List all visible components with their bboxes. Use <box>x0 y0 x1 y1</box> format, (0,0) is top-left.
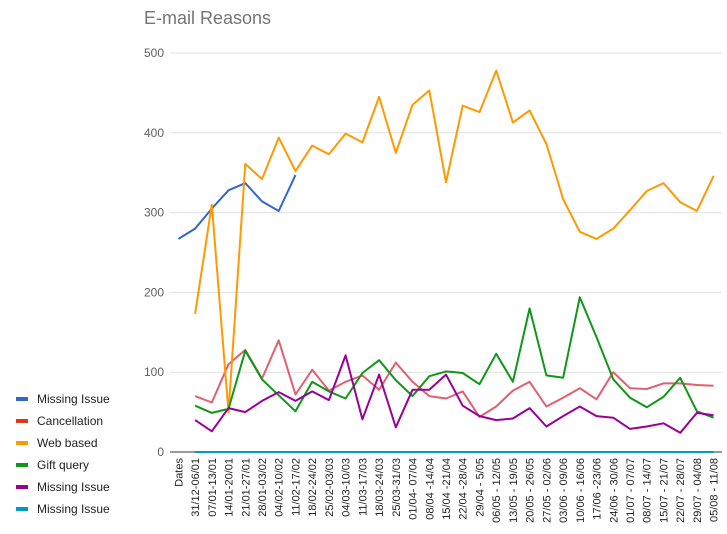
x-tick-label: Dates <box>173 458 185 487</box>
gridlines <box>170 52 722 453</box>
x-tick-label: 25/02-03/03 <box>324 458 336 517</box>
x-tick-label: 04/02-10/02 <box>274 458 286 517</box>
y-tick-label: 500 <box>144 46 164 60</box>
series-line-3 <box>194 296 714 419</box>
x-tick-label: 14/01-20/01 <box>224 458 236 517</box>
x-tick-label: 21/01-27/01 <box>240 458 252 517</box>
legend-label: Cancellation <box>37 414 103 428</box>
x-tick-label: 01/04- 07/04 <box>408 458 420 520</box>
x-axis-ticks: Dates 31/12-06/01 07/01-13/01 14/01-20/01 21… <box>173 458 720 523</box>
x-tick-label: 03/06 - 09/06 <box>558 458 570 523</box>
y-tick-label: 100 <box>144 365 164 379</box>
x-tick-label: 15/04 -21/04 <box>441 458 453 520</box>
legend-label: Web based <box>37 436 98 450</box>
x-tick-label: 29/07 - 04/08 <box>692 458 704 523</box>
legend-label: Gift query <box>37 458 89 472</box>
legend: Missing Issue Cancellation Web based Gift q… <box>16 392 110 516</box>
legend-label: Missing Issue <box>37 392 110 406</box>
x-tick-label: 22/07 - 28/07 <box>675 458 687 523</box>
x-tick-label: 06/05 - 12/05 <box>491 458 503 523</box>
x-tick-label: 31/12-06/01 <box>190 458 202 517</box>
x-tick-label: 18/02-24/02 <box>307 458 319 517</box>
series-line-0 <box>177 174 297 240</box>
x-tick-label: 22/04 -28/04 <box>458 458 470 520</box>
series-line-1 <box>194 339 714 418</box>
x-tick-label: 05/08 - 11/08 <box>709 458 721 522</box>
x-tick-label: 18/03-24/03 <box>374 458 386 517</box>
x-tick-label: 28/01-03/02 <box>257 458 269 517</box>
x-tick-label: 04/03-10/03 <box>341 458 353 517</box>
x-tick-label: 11/02-17/02 <box>290 458 302 516</box>
x-tick-label: 20/05 - 26/05 <box>525 458 537 523</box>
x-tick-label: 07/01-13/01 <box>207 458 219 517</box>
x-tick-label: 08/04 -14/04 <box>424 458 436 520</box>
x-tick-label: 24/06 - 30/06 <box>608 458 620 523</box>
series-line-2 <box>194 69 715 414</box>
legend-label: Missing Issue <box>37 502 110 516</box>
series-lines <box>177 69 715 453</box>
legend-label: Missing Issue <box>37 480 110 494</box>
x-tick-label: 29/04 - 5/05 <box>474 458 486 517</box>
y-tick-label: 400 <box>144 126 164 140</box>
y-axis-ticks: 0 100 200 300 400 500 <box>144 46 164 459</box>
y-tick-label: 300 <box>144 206 164 220</box>
x-tick-label: 11/03-17/03 <box>357 458 369 516</box>
x-tick-label: 08/07 - 14/07 <box>642 458 654 523</box>
x-tick-label: 27/05 - 02/06 <box>541 458 553 523</box>
x-tick-label: 15/07 - 21/07 <box>658 458 670 523</box>
y-tick-label: 200 <box>144 285 164 299</box>
x-tick-label: 25/03-31/03 <box>391 458 403 517</box>
x-tick-label: 01/07 - 07/07 <box>625 458 637 523</box>
x-tick-label: 17/06 -23/06 <box>592 458 604 520</box>
series-line-4 <box>194 354 714 434</box>
x-tick-label: 13/05 - 19/05 <box>508 458 520 523</box>
chart-title: E-mail Reasons <box>144 8 271 28</box>
y-tick-label: 0 <box>157 445 164 459</box>
x-tick-label: 10/06 - 16/06 <box>575 458 587 523</box>
